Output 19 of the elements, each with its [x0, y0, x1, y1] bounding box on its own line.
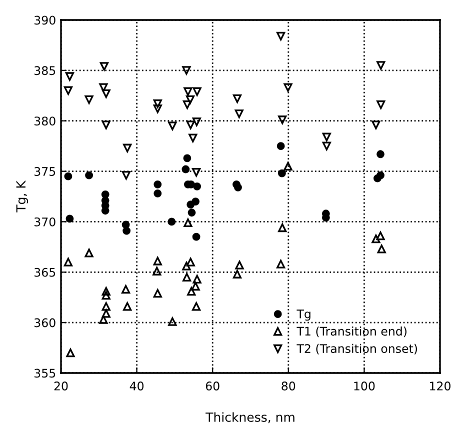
y-tick-label: 355	[34, 368, 56, 378]
y-tick-label: 365	[34, 268, 56, 277]
x-tick-label: 20	[54, 382, 68, 390]
x-axis-title: Thickness, nm	[206, 412, 294, 424]
y-tick-label: 370	[34, 217, 56, 226]
y-tick-label: 385	[34, 66, 56, 76]
y-tick-label: 375	[34, 167, 56, 176]
y-tick-label: 360	[34, 318, 56, 328]
legend-label: T2 (Transition onset)	[296, 344, 417, 354]
x-tick-label: 60	[206, 382, 220, 390]
legend-label: Tg	[296, 310, 310, 321]
y-tick-label: 390	[34, 16, 56, 25]
legend-label: T1 (Transition end)	[296, 326, 406, 338]
x-tick-label: 120	[430, 382, 450, 390]
x-tick-label: 80	[282, 382, 296, 390]
x-tick-label: 100	[354, 382, 375, 390]
x-tick-label: 40	[130, 382, 144, 390]
y-tick-label: 380	[34, 116, 56, 126]
y-axis-title: Tg, K	[16, 180, 28, 212]
